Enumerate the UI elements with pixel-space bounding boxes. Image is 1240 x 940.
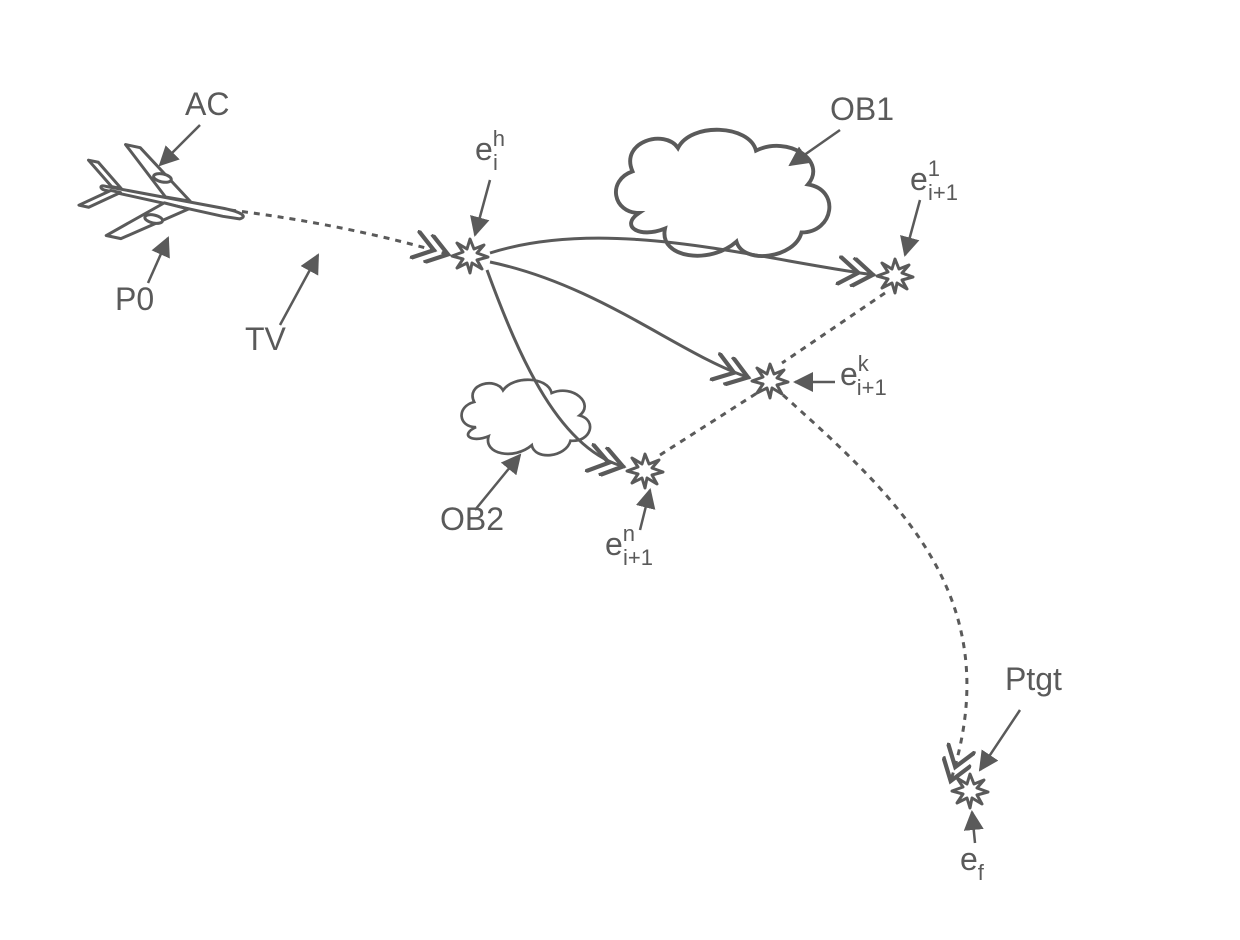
label-ek: eki+1: [840, 351, 887, 400]
label-ef: ef: [960, 841, 985, 885]
label-ob2: OB2: [440, 501, 504, 537]
label-e1: e1i+1: [910, 156, 958, 205]
label-tv: TV: [245, 321, 287, 357]
diagram-canvas: AC P0 TV OB1 OB2 Ptgt ehi e1i+1 eki+1 en…: [0, 0, 1240, 940]
path-ek-ef: [783, 395, 967, 783]
path-en-ek: [660, 393, 757, 455]
label-en: eni+1: [605, 521, 653, 570]
node-ehi: [452, 239, 488, 273]
label-pointers: [148, 125, 1020, 843]
path-e1-ek: [782, 293, 885, 363]
node-e1: [877, 259, 913, 293]
path-ehi-ek: [490, 262, 750, 378]
label-ob1: OB1: [830, 91, 894, 127]
node-ek: [752, 364, 788, 398]
node-ef: [952, 774, 988, 808]
path-p0-ehi: [230, 210, 450, 255]
cloud-ob2: [462, 380, 591, 455]
label-ehi: ehi: [475, 126, 505, 175]
aircraft-icon: [74, 138, 253, 263]
cloud-ob1: [616, 130, 829, 256]
node-en: [627, 454, 663, 488]
label-ac: AC: [185, 86, 229, 122]
label-p0: P0: [115, 281, 154, 317]
paths: [230, 210, 967, 783]
path-ehi-e1: [490, 238, 875, 275]
label-ptgt: Ptgt: [1005, 661, 1062, 697]
